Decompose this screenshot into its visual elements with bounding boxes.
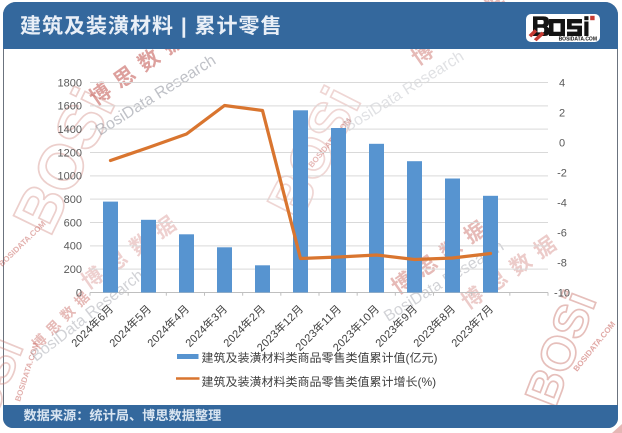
svg-text:-2: -2 — [557, 167, 567, 179]
svg-text:0: 0 — [76, 287, 82, 299]
svg-text:600: 600 — [64, 217, 82, 229]
svg-text:-10: -10 — [554, 287, 570, 299]
svg-text:2: 2 — [559, 107, 565, 119]
svg-text:BOSIDATA.COM: BOSIDATA.COM — [559, 36, 597, 42]
svg-text:800: 800 — [64, 194, 82, 206]
svg-text:1600: 1600 — [58, 101, 82, 113]
svg-text:1200: 1200 — [58, 147, 82, 159]
svg-text:建筑及装潢材料类商品零售类值累计值(亿元): 建筑及装潢材料类商品零售类值累计值(亿元) — [202, 349, 438, 366]
svg-text:1400: 1400 — [58, 124, 82, 136]
svg-text:0: 0 — [559, 137, 565, 149]
svg-text:1800: 1800 — [58, 77, 82, 89]
svg-text:1000: 1000 — [58, 171, 82, 183]
svg-text:200: 200 — [64, 264, 82, 276]
svg-text:-4: -4 — [557, 197, 567, 209]
svg-text:4: 4 — [559, 77, 565, 89]
svg-text:-8: -8 — [557, 257, 567, 269]
svg-text:-6: -6 — [557, 227, 567, 239]
svg-text:400: 400 — [64, 241, 82, 253]
svg-text:建筑及装潢材料类商品零售类值累计增长(%): 建筑及装潢材料类商品零售类值累计增长(%) — [202, 373, 437, 390]
